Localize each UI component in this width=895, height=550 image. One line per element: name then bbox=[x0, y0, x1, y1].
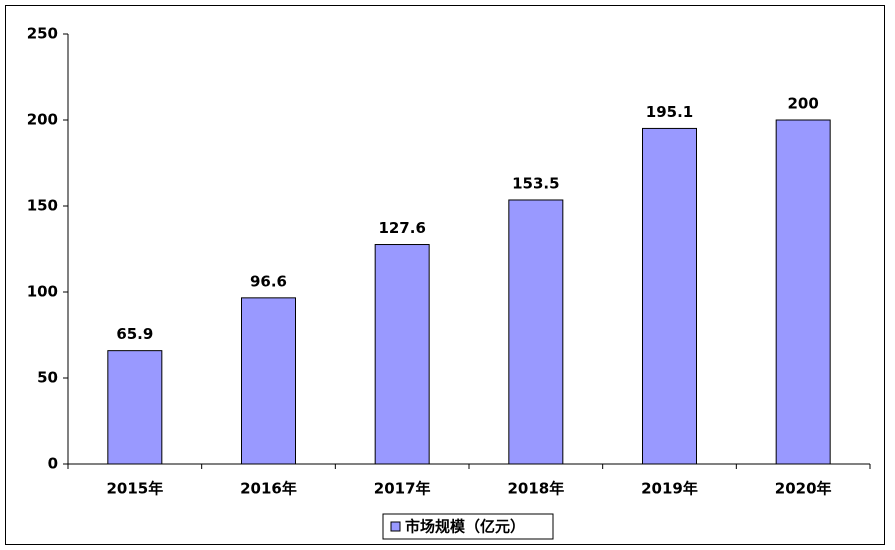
y-tick-label: 200 bbox=[27, 111, 58, 129]
y-tick-label: 250 bbox=[27, 25, 58, 43]
x-tick-label: 2016年 bbox=[240, 480, 297, 498]
legend-box bbox=[382, 513, 554, 540]
legend-label: 市场规模（亿元） bbox=[405, 518, 525, 536]
value-label: 200 bbox=[788, 95, 819, 113]
y-tick-label: 0 bbox=[48, 455, 58, 473]
x-tick-label: 2015年 bbox=[106, 480, 163, 498]
value-label: 195.1 bbox=[646, 103, 693, 121]
x-tick-label: 2018年 bbox=[507, 480, 564, 498]
bar bbox=[508, 199, 564, 465]
y-tick-label: 50 bbox=[37, 369, 58, 387]
bar bbox=[107, 350, 163, 465]
bar bbox=[775, 119, 831, 465]
x-tick-label: 2017年 bbox=[374, 480, 431, 498]
bar bbox=[374, 244, 430, 465]
value-label: 96.6 bbox=[250, 272, 287, 290]
value-label: 65.9 bbox=[116, 325, 153, 343]
legend-swatch bbox=[390, 521, 401, 532]
bar bbox=[241, 297, 296, 465]
x-tick-label: 2020年 bbox=[775, 480, 832, 498]
y-tick-label: 100 bbox=[27, 283, 58, 301]
bar bbox=[642, 127, 697, 465]
x-tick-label: 2019年 bbox=[641, 480, 698, 498]
value-label: 153.5 bbox=[512, 174, 559, 192]
y-tick-label: 150 bbox=[27, 197, 58, 215]
value-label: 127.6 bbox=[378, 219, 425, 237]
